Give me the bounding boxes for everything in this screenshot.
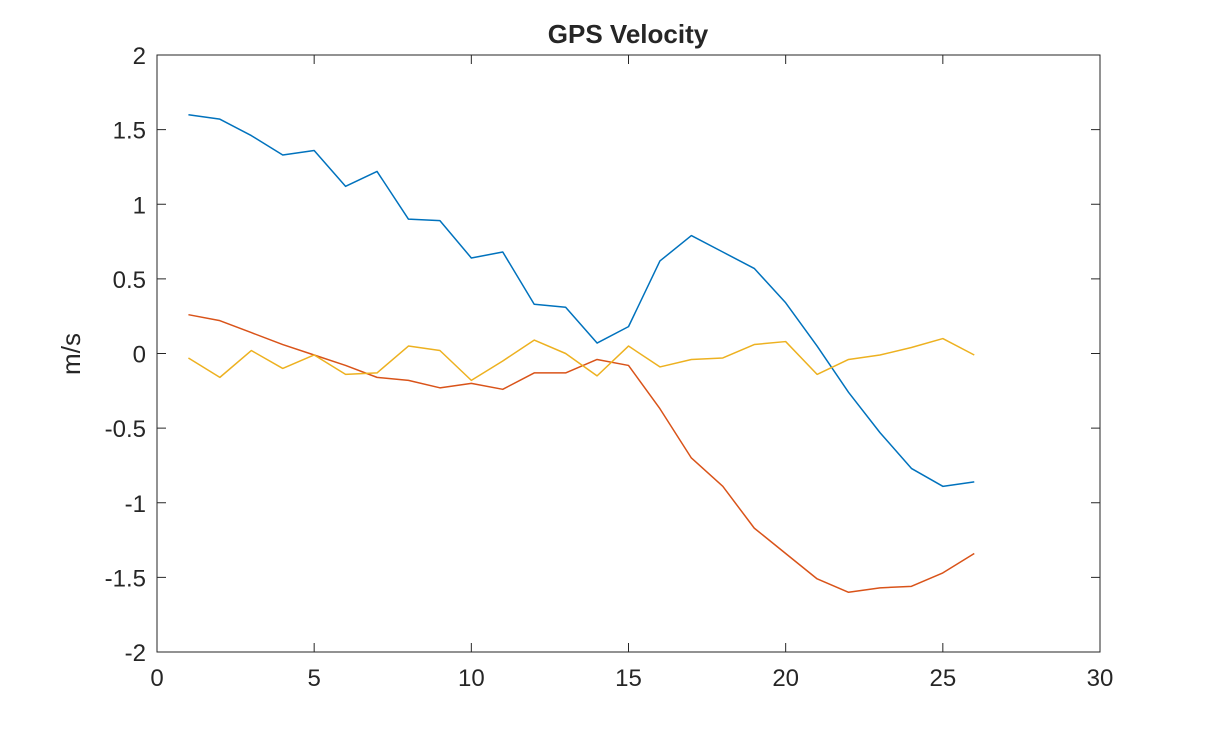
- y-tick-label: 1: [133, 192, 146, 219]
- chart-title: GPS Velocity: [548, 19, 709, 49]
- x-tick-label: 20: [772, 665, 799, 692]
- x-tick-label: 15: [615, 665, 642, 692]
- series-line-3: [188, 337, 975, 382]
- y-tick-label: -1: [125, 491, 146, 518]
- axis-ticks: 0 5 10 15 20 25 30 -2 -1.5 -1 -0.5 0 0.5 1 1.5 2: [105, 43, 1114, 692]
- y-tick-label: -1.5: [105, 565, 146, 592]
- y-tick-label: 2: [133, 43, 146, 70]
- x-tick-label: 25: [929, 665, 956, 692]
- y-axis-label: m/s: [56, 333, 86, 375]
- axes-box: [156, 54, 1101, 653]
- y-tick-label: 1.5: [113, 118, 146, 145]
- y-tick-label: -0.5: [105, 416, 146, 443]
- series-line-1: [188, 113, 975, 488]
- y-tick-label: -2: [125, 640, 146, 667]
- series-line-2: [188, 313, 975, 594]
- x-tick-label: 30: [1087, 665, 1114, 692]
- x-tick-label: 10: [458, 665, 485, 692]
- y-tick-label: 0.5: [113, 267, 146, 294]
- series-lines: [188, 113, 975, 594]
- x-tick-label: 5: [307, 665, 320, 692]
- y-tick-label: 0: [133, 342, 146, 369]
- x-tick-label: 0: [150, 665, 163, 692]
